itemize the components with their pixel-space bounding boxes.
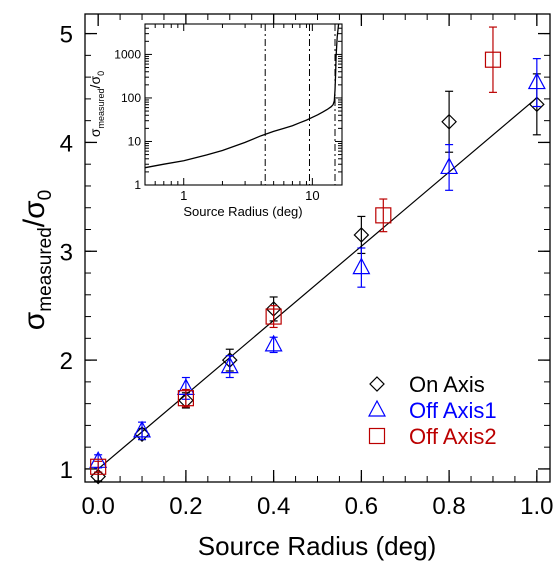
inset-background <box>145 24 342 185</box>
data-point <box>177 390 194 407</box>
inset-y-axis-title: σmeasured/σ0 <box>87 71 106 137</box>
series-square <box>90 26 502 475</box>
data-point <box>441 113 457 130</box>
x-tick-label: 0.8 <box>432 493 465 520</box>
inset-vlines <box>264 24 336 185</box>
x-tick-label: 0.0 <box>81 493 114 520</box>
inset-chart: 1 10 1 10 100 1000 Source Radius (deg) σmeasu… <box>87 23 343 219</box>
legend-marker <box>368 427 386 445</box>
data-point <box>352 257 371 275</box>
inset-y-tick-label: 100 <box>121 91 141 105</box>
main-chart: 0.0 0.2 0.4 0.6 0.8 1.0 1 2 3 4 5 Source Radius (d… <box>18 13 554 561</box>
data-point <box>90 458 107 475</box>
y-tick-label: 1 <box>60 457 73 484</box>
data-point <box>440 157 459 175</box>
main-series <box>89 26 546 485</box>
x-tick-label: 0.4 <box>257 493 290 520</box>
data-point <box>484 51 502 68</box>
inset-x-tick-label: 1 <box>180 188 187 203</box>
y-tick-label: 5 <box>60 22 73 49</box>
inset-ticks: 1 10 1 10 100 1000 <box>114 23 342 203</box>
inset-x-tick-label: 10 <box>305 188 319 203</box>
x-tick-label: 0.6 <box>345 493 378 520</box>
y-tick-label: 4 <box>60 130 73 157</box>
data-point <box>528 96 545 113</box>
x-tick-label: 1.0 <box>520 493 553 520</box>
data-point <box>265 308 282 325</box>
inset-y-tick-label: 10 <box>128 134 142 148</box>
x-tick-label: 0.2 <box>169 493 202 520</box>
data-point <box>353 227 370 243</box>
main-ticks: 0.0 0.2 0.4 0.6 0.8 1.0 1 2 3 4 5 <box>60 14 554 520</box>
legend-marker <box>368 399 386 417</box>
data-point <box>220 356 239 374</box>
data-point <box>375 207 392 224</box>
inset-y-tick-label: 1 <box>134 178 141 192</box>
fit-line-segment <box>97 97 538 470</box>
inset-y-tick-label: 1000 <box>114 47 141 61</box>
y-tick-label: 2 <box>60 348 73 375</box>
legend-label: On Axis <box>409 372 485 397</box>
fit-line <box>97 97 538 470</box>
data-point <box>527 72 546 90</box>
y-axis-title: σmeasured/σ0 <box>18 190 56 330</box>
inset-curve-line <box>144 23 340 169</box>
legend-label: Off Axis2 <box>409 424 497 449</box>
data-point <box>264 334 283 352</box>
data-point <box>133 420 152 438</box>
legend-label: Off Axis1 <box>409 398 497 423</box>
inset-curve <box>144 23 340 169</box>
x-axis-title: Source Radius (deg) <box>198 531 436 561</box>
y-tick-label: 3 <box>60 239 73 266</box>
legend-marker <box>369 376 385 392</box>
inset-x-axis-title: Source Radius (deg) <box>183 204 302 219</box>
